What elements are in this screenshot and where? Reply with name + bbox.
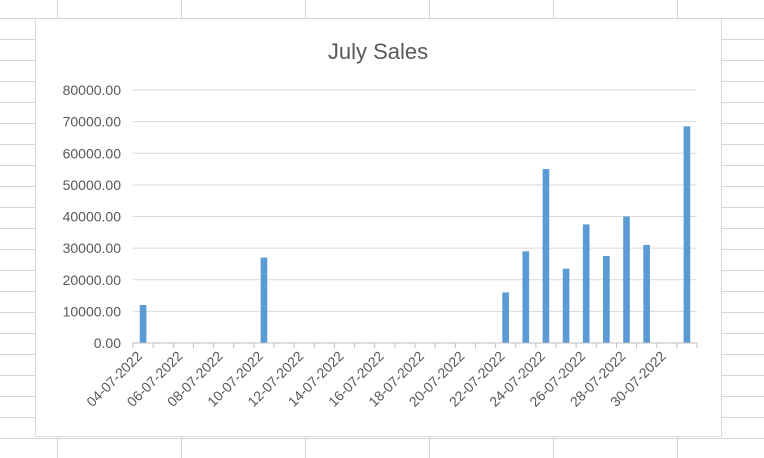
chart-svg: July Sales 0.00 10000.00 20000.00 30000.00 4… [63,39,698,410]
bar [542,169,550,343]
bar [623,216,630,343]
bar [139,305,147,343]
y-tick-label: 10000.00 [63,303,122,319]
bar [603,256,610,343]
bar [582,224,590,343]
chart-title: July Sales [328,39,428,64]
bar [502,292,509,343]
x-axis-ticks: 04-07-202206-07-202208-07-202210-07-2022… [83,348,669,410]
bar [260,257,268,343]
y-tick-label: 0.00 [94,335,121,351]
bar [562,268,570,343]
y-tick-label: 30000.00 [63,240,122,256]
chart-area[interactable]: July Sales 0.00 10000.00 20000.00 30000.00 4… [35,18,722,437]
bar [643,244,650,343]
y-tick-label: 40000.00 [63,209,122,225]
bars [139,126,691,344]
x-axis [132,342,698,348]
y-axis-ticks: 0.00 10000.00 20000.00 30000.00 40000.00 5000… [63,82,122,351]
gridlines [133,89,697,312]
y-tick-label: 80000.00 [63,82,122,98]
y-tick-label: 20000.00 [63,272,122,288]
bar [683,126,691,344]
y-tick-label: 50000.00 [63,177,122,193]
bar [522,251,530,343]
y-tick-label: 60000.00 [63,145,122,161]
y-tick-label: 70000.00 [63,114,122,130]
